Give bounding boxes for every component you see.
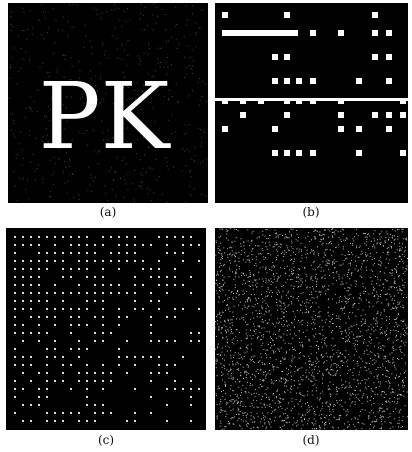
figure: PK (a) (b) (c) (d) bbox=[0, 0, 412, 452]
panel-c bbox=[6, 228, 206, 430]
panel-label: (a) bbox=[100, 205, 117, 219]
pk-text: PK bbox=[39, 63, 172, 170]
panel-label: (d) bbox=[302, 433, 319, 447]
panel-label: (b) bbox=[302, 205, 319, 219]
panel-label: (c) bbox=[98, 433, 114, 447]
panel-d bbox=[215, 228, 408, 430]
